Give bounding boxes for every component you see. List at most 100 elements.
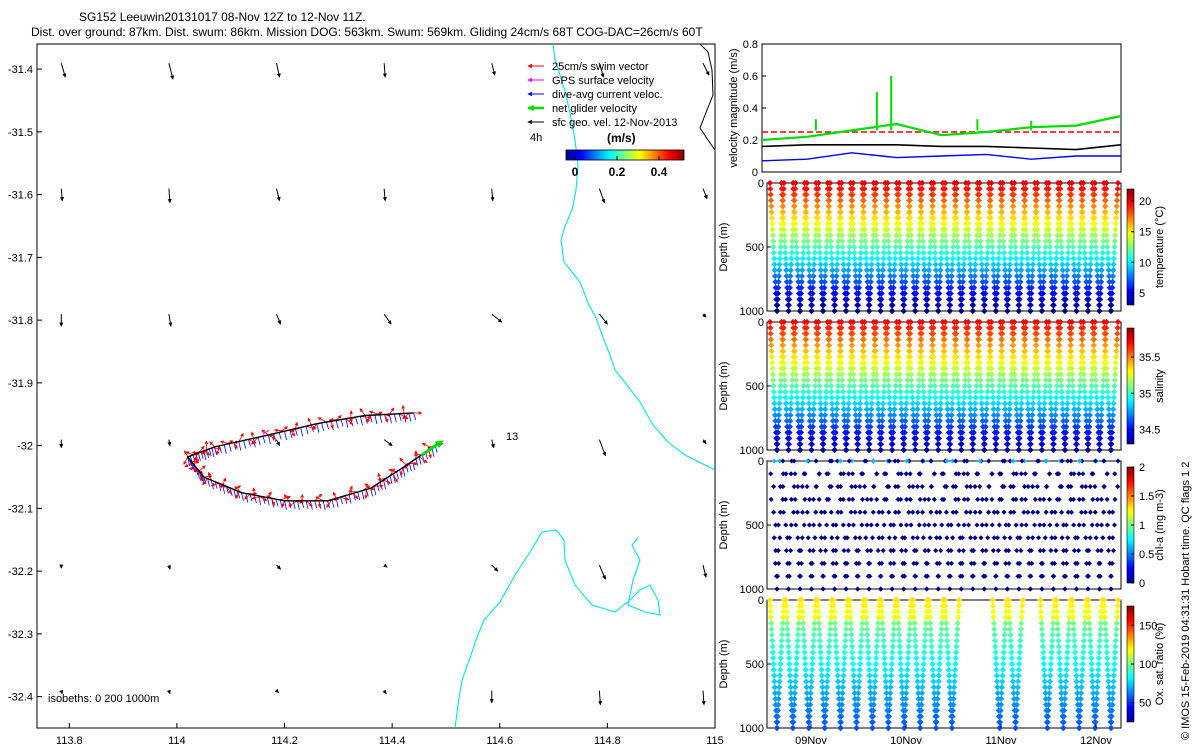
sfc-velocity-arrowhead — [703, 194, 708, 200]
date-tick-label: 11Nov — [986, 735, 1017, 747]
sfc-velocity-arrowhead — [382, 689, 387, 695]
swim-vector-head — [235, 495, 239, 499]
dac-vector — [335, 420, 339, 429]
swim-vector-head — [317, 503, 322, 508]
dac-vector — [305, 426, 309, 435]
dac-vector — [373, 486, 377, 496]
depth-tick-label: 500 — [746, 520, 764, 532]
dac-vector — [289, 429, 293, 439]
velocity-y-ticks: 00.20.40.60.8 — [743, 39, 766, 179]
profile-mark — [868, 255, 876, 262]
profile-mark — [926, 255, 933, 262]
profile-mark — [832, 290, 839, 297]
swim-vector-head — [377, 472, 381, 477]
map-y-tick-label: -31.4 — [8, 64, 33, 76]
dac-vector — [322, 500, 326, 510]
swim-vector-head — [263, 497, 268, 502]
profile-mark — [832, 284, 839, 291]
velocity-ylabel: velocity magnitude (m/s) — [728, 48, 740, 167]
swim-vector-head — [368, 410, 374, 414]
profile-mark — [797, 290, 805, 297]
swim-vector-head — [414, 461, 418, 466]
dac-vector — [340, 496, 343, 505]
dac-vector — [300, 427, 304, 437]
swim-vector-head — [229, 440, 234, 444]
swim-vector-head — [183, 460, 187, 465]
profile-mark — [851, 255, 858, 262]
swim-vector-head — [421, 443, 426, 447]
dac-vector — [228, 443, 232, 452]
sfc-velocity-arrowhead — [703, 573, 708, 578]
sfc-velocity-arrowhead — [490, 443, 495, 449]
swim-vector-head — [418, 411, 423, 415]
dac-vector — [389, 414, 392, 424]
colorbar-tick-label: 15 — [1139, 227, 1151, 239]
swim-vector-head — [261, 429, 266, 434]
swim-vector-head — [364, 483, 369, 488]
dac-vector — [353, 493, 356, 501]
profile-mark — [890, 290, 897, 297]
sfc-velocity-arrowhead — [170, 75, 175, 80]
dac-vector — [374, 414, 378, 425]
profile-mark — [843, 290, 851, 297]
sfc-velocity-arrowhead — [59, 564, 64, 569]
map-x-tick-label: 114.6 — [486, 735, 513, 747]
swim-vector-head — [201, 465, 206, 470]
dac-vector — [383, 479, 386, 490]
profile-mark — [834, 255, 841, 262]
swim-vector-head — [315, 496, 320, 500]
dac-vector — [267, 434, 271, 445]
swim-vector-head — [308, 502, 313, 507]
profile-mark — [817, 255, 824, 262]
profile-mark — [822, 255, 830, 262]
speed-colorbar — [565, 149, 685, 161]
swim-vector-head — [227, 489, 232, 495]
sfc-velocity-arrowhead — [59, 322, 64, 327]
profile-mark — [786, 284, 793, 291]
map-y-tick-label: -31.8 — [8, 315, 33, 327]
swim-vector-head — [291, 432, 296, 437]
map-y-tick-label: -31.9 — [8, 378, 33, 390]
sfc-velocity-arrowhead — [598, 701, 603, 706]
colorbar-label: Ox. sat. ratio (%) — [1154, 623, 1166, 706]
swim-vector-head — [337, 414, 342, 419]
dac-vector — [219, 445, 222, 453]
swim-vector-head — [307, 417, 312, 422]
sfc-velocity-arrowhead — [705, 71, 710, 76]
map-y-tick-label: -32.1 — [8, 503, 33, 515]
swim-vector-head — [281, 503, 285, 508]
dac-vector — [331, 499, 335, 508]
depth-label: Depth (m) — [718, 362, 730, 411]
velocity-y-tick-label: 0.6 — [743, 71, 758, 83]
net-velocity-arrowhead — [434, 440, 444, 449]
dac-vector — [233, 489, 237, 499]
profile-mark — [878, 290, 885, 297]
profile-mark — [805, 255, 812, 262]
dac-vector — [408, 413, 412, 422]
dac-vector — [348, 494, 352, 504]
sfc-velocity-arrowhead — [166, 689, 171, 695]
isobaths-label: isobeths: 0 200 1000m — [48, 693, 159, 705]
sfc-velocity-arrowhead — [497, 318, 503, 323]
sfc-velocity-arrowhead — [602, 451, 607, 457]
sfc-velocity-arrowhead — [276, 196, 281, 202]
profile-mark — [937, 255, 945, 262]
dac-vector — [413, 412, 417, 421]
profile-mark — [920, 255, 927, 262]
dac-vector — [418, 456, 422, 465]
legend-label: sfc geo. vel. 12-Nov-2013 — [552, 117, 677, 129]
profile-mark — [874, 255, 881, 262]
depth-tick-label: 0 — [758, 456, 764, 468]
swim-vector-head — [349, 410, 353, 414]
swim-vector-head — [200, 445, 205, 450]
swim-vector-head — [209, 441, 214, 446]
dac-vector — [249, 494, 253, 502]
swim-vector-head — [379, 484, 384, 488]
profile-mark — [897, 255, 904, 262]
swim-vector-head — [290, 428, 295, 432]
dac-vector — [355, 417, 358, 425]
